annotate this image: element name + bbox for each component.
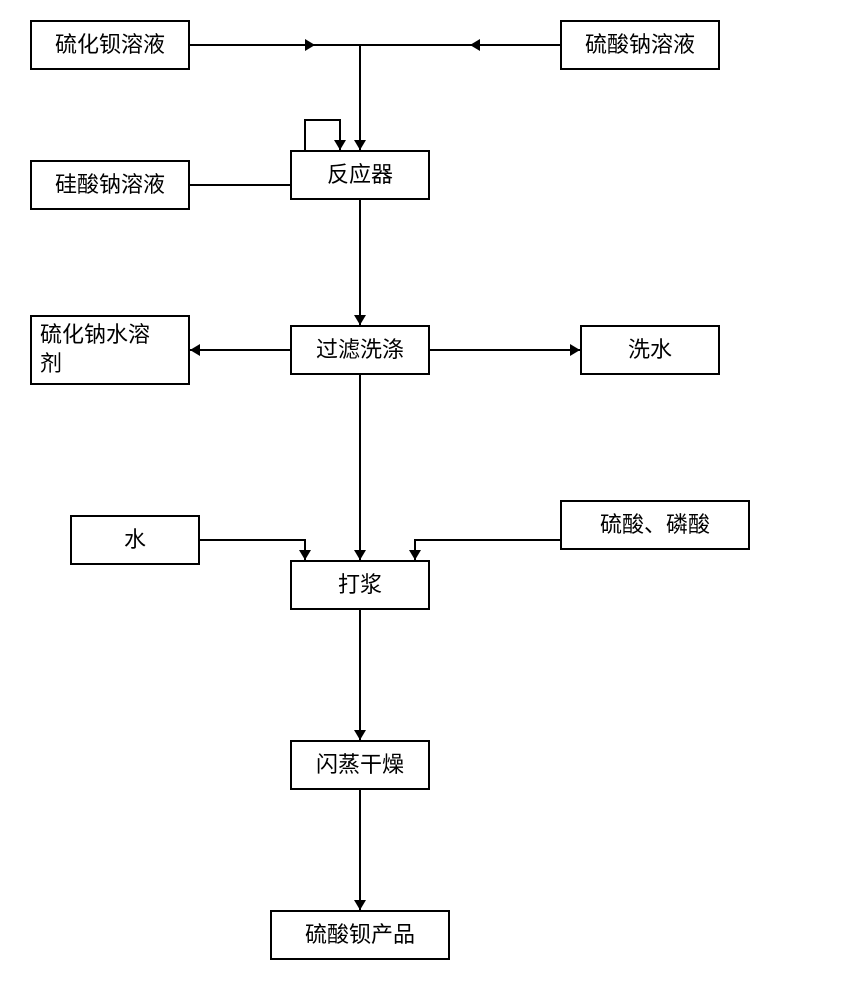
node-flash-drying: 闪蒸干燥	[290, 740, 430, 790]
node-barium-sulfate-product: 硫酸钡产品	[270, 910, 450, 960]
node-label: 打浆	[338, 571, 382, 600]
node-wash-water: 洗水	[580, 325, 720, 375]
node-label: 洗水	[628, 336, 672, 365]
flowchart-canvas: 硫化钡溶液 硫酸钠溶液 硅酸钠溶液 反应器 硫化钠水溶 剂 过滤洗涤 洗水 水 …	[0, 0, 848, 1000]
node-label: 过滤洗涤	[316, 336, 404, 365]
node-label: 硫酸钡产品	[305, 921, 415, 950]
node-sulfuric-phosphoric-acid: 硫酸、磷酸	[560, 500, 750, 550]
node-reactor: 反应器	[290, 150, 430, 200]
node-label: 硅酸钠溶液	[55, 171, 165, 200]
node-sodium-silicate-solution: 硅酸钠溶液	[30, 160, 190, 210]
node-water: 水	[70, 515, 200, 565]
node-barium-sulfide-solution: 硫化钡溶液	[30, 20, 190, 70]
node-label: 硫酸、磷酸	[600, 511, 710, 540]
node-pulping: 打浆	[290, 560, 430, 610]
node-label: 闪蒸干燥	[316, 751, 404, 780]
node-label: 硫化钡溶液	[55, 31, 165, 60]
node-label: 硫化钠水溶 剂	[40, 321, 150, 378]
node-label: 硫酸钠溶液	[585, 31, 695, 60]
node-label: 反应器	[327, 161, 393, 190]
node-filter-wash: 过滤洗涤	[290, 325, 430, 375]
node-sodium-sulfide-aqueous: 硫化钠水溶 剂	[30, 315, 190, 385]
node-sodium-sulfate-solution: 硫酸钠溶液	[560, 20, 720, 70]
node-label: 水	[124, 526, 146, 555]
